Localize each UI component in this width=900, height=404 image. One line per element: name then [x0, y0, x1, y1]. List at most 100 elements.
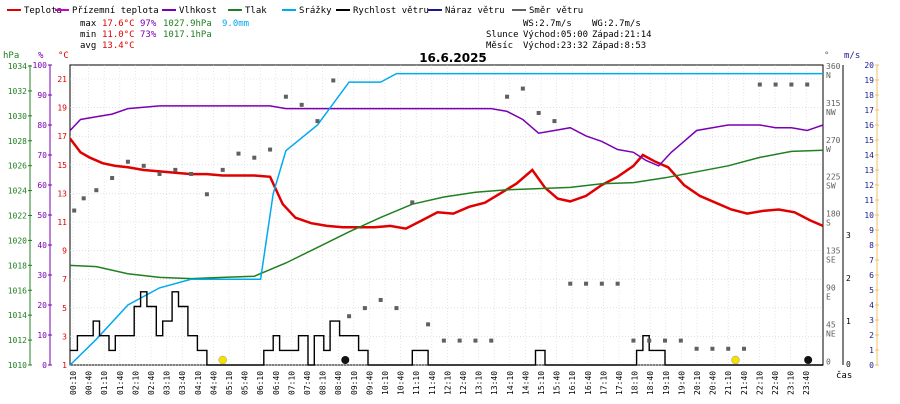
- series-rychlost-vetru-line: [70, 291, 823, 366]
- tick-time-40: 20:10: [693, 371, 702, 395]
- legend-label-4: Srážky: [299, 6, 332, 16]
- series-smer-vetru-point-25: [457, 338, 462, 343]
- tick-time-20: 10:10: [381, 371, 390, 395]
- tick-time-35: 17:40: [615, 371, 624, 395]
- tick-time-38: 19:10: [662, 371, 671, 395]
- tick-ms-16: 4: [869, 301, 874, 310]
- tick-time-16: 08:10: [319, 371, 328, 395]
- tick-time-39: 19:40: [677, 371, 686, 395]
- moonrise-marker: [804, 356, 813, 364]
- series-smer-vetru-point-30: [536, 110, 541, 115]
- tick-time-43: 21:40: [740, 371, 749, 395]
- series-smer-vetru-point-9: [204, 192, 209, 197]
- stat-max-hum: 97%: [140, 19, 157, 29]
- tick-time-24: 12:10: [443, 371, 452, 395]
- series-smer-vetru-point-10: [220, 167, 225, 172]
- tick-time-13: 06:40: [272, 371, 281, 395]
- tick-dir-label-1: NW: [826, 108, 836, 117]
- series-smer-vetru-point-40: [694, 346, 699, 351]
- series-smer-vetru-point-4: [125, 159, 130, 164]
- series-smer-vetru-point-21: [394, 306, 399, 311]
- tick-pct-1: 90: [37, 91, 47, 100]
- tick-hpa-4: 1026: [8, 162, 27, 171]
- stats-block: max 17.6°C 97% 1027.9hPa 9.0mm min 11.0°…: [80, 19, 652, 51]
- tick-dir-1: 315: [826, 99, 841, 108]
- series-smer-vetru-point-23: [426, 322, 431, 327]
- tick-ms-6: 14: [864, 151, 874, 160]
- tick-time-0: 00:10: [69, 371, 78, 395]
- tick-time-21: 10:40: [397, 371, 406, 395]
- series-smer-vetru-point-0: [72, 208, 77, 213]
- tick-pct-3: 70: [37, 151, 47, 160]
- series-smer-vetru-point-12: [252, 155, 257, 160]
- tick-time-27: 13:40: [490, 371, 499, 395]
- series-smer-vetru-point-32: [568, 281, 573, 286]
- series-smer-vetru-point-1: [81, 196, 86, 201]
- series-smer-vetru-point-38: [663, 338, 668, 343]
- tick-time-3: 01:40: [116, 371, 125, 395]
- legend-label-3: Tlak: [245, 6, 267, 16]
- tick-time-33: 16:40: [584, 371, 593, 395]
- tick-pct-5: 50: [37, 211, 47, 220]
- tick-hpa-9: 1016: [8, 286, 27, 295]
- tick-ms-12: 8: [869, 241, 874, 250]
- tick-time-9: 04:40: [209, 371, 218, 395]
- tick-dir-label-6: E: [826, 292, 831, 301]
- stat-max-label: max: [80, 19, 97, 29]
- sunset-text: Západ:21:14: [592, 30, 652, 40]
- tick-hpa-6: 1022: [8, 212, 27, 221]
- tick-time-41: 20:40: [709, 371, 718, 395]
- series-smer-vetru-point-42: [726, 346, 731, 351]
- tick-dir-0: 360: [826, 62, 841, 71]
- series-smer-vetru-point-7: [173, 167, 178, 172]
- axis-time-label: čas: [836, 370, 852, 381]
- series-smer-vetru-point-2: [94, 188, 99, 193]
- tick-dir-label-0: N: [826, 71, 831, 80]
- tick-ms-3: 17: [864, 106, 874, 115]
- tick-time-11: 05:40: [241, 371, 250, 395]
- tick-ms-15: 5: [869, 286, 874, 295]
- stat-min-label: min: [80, 30, 96, 40]
- tick-hpa-2: 1030: [8, 112, 27, 121]
- tick-time-29: 14:40: [521, 371, 530, 395]
- tick-pct-0: 100: [33, 61, 48, 70]
- series-smer-vetru-point-33: [584, 281, 589, 286]
- axis-unit-c: °C: [58, 51, 69, 61]
- series-smer-vetru-point-15: [299, 102, 304, 107]
- tick-hpa-0: 1034: [8, 62, 27, 71]
- tick-c-2: 17: [57, 132, 67, 141]
- tick-c-8: 5: [62, 304, 67, 313]
- plot-area: [69, 64, 824, 366]
- left-axes: 1034103210301028102610241022102010181016…: [8, 61, 67, 370]
- tick-time-12: 06:10: [256, 371, 265, 395]
- sunrise-text: Východ:05:00: [523, 30, 588, 40]
- right-axes: 360N315NW270W225SW180S135SE90E45NE032102…: [826, 61, 879, 370]
- series-smer-vetru-point-28: [505, 94, 510, 99]
- series-smer-vetru-point-39: [678, 338, 683, 343]
- tick-time-46: 23:10: [787, 371, 796, 395]
- tick-hpa-11: 1012: [8, 336, 27, 345]
- series-smer-vetru-point-22: [410, 200, 415, 205]
- tick-hpa-1: 1032: [8, 87, 27, 96]
- moon-label: Měsíc: [486, 41, 513, 51]
- tick-dir-5: 135: [826, 247, 841, 256]
- tick-time-18: 09:10: [350, 371, 359, 395]
- time-axis: 00:10 00:40 01:10 01:40 02:10 02:40 03:10 03:40…: [69, 371, 811, 395]
- tick-time-5: 02:40: [147, 371, 156, 395]
- axis-unit-hpa: hPa: [3, 51, 19, 61]
- tick-time-6: 03:10: [163, 371, 172, 395]
- tick-ms-8: 12: [864, 181, 874, 190]
- tick-dir-3: 225: [826, 173, 841, 182]
- tick-time-31: 15:40: [553, 371, 562, 395]
- tick-dir-label-7: NE: [826, 329, 836, 338]
- series-smer-vetru-point-18: [347, 314, 352, 319]
- tick-c-5: 11: [57, 218, 67, 227]
- tick-ms-4: 16: [864, 121, 874, 130]
- tick-hpa-7: 1020: [8, 236, 27, 245]
- tick-dir-4: 180: [826, 210, 841, 219]
- axis-unit-ms: m/s: [844, 51, 860, 61]
- tick-time-26: 13:10: [475, 371, 484, 395]
- tick-ms-0: 20: [864, 61, 874, 70]
- tick-pct-4: 60: [37, 181, 47, 190]
- markers: [218, 355, 813, 365]
